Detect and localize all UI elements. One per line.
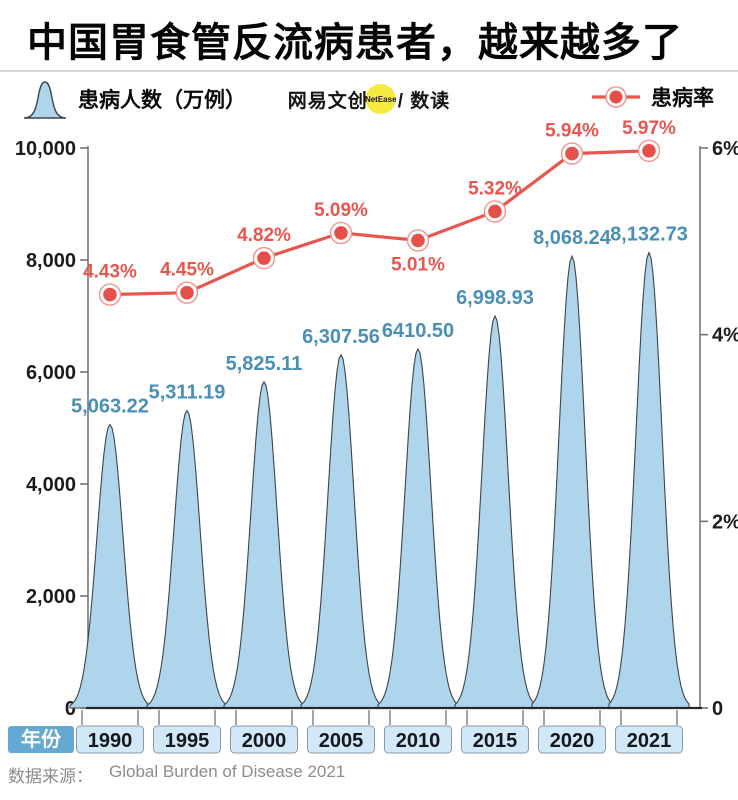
bell-area-2000 xyxy=(223,380,305,709)
left-axis-tick-label: 4,000 xyxy=(26,474,76,496)
source-label: 数据来源： xyxy=(8,767,93,786)
legend-patients: 患病人数（万例） xyxy=(22,78,246,120)
legend-rate: 患病率 xyxy=(590,82,714,112)
left-axis-tick-label: 10,000 xyxy=(15,138,76,160)
year-box-1995 xyxy=(153,725,221,754)
brand-logo: 网易文创 NetEase / 数读 xyxy=(288,84,451,114)
year-label-2015: 2015 xyxy=(473,730,518,752)
patients-legend-label: 患病人数（万例） xyxy=(78,89,246,112)
patients-value-label-1990: 5,063.22 xyxy=(71,395,149,417)
patients-value-label-2010: 6410.50 xyxy=(382,320,454,342)
year-label-1995: 1995 xyxy=(165,730,210,752)
netease-badge-icon: NetEase xyxy=(365,84,397,114)
bell-area-2021 xyxy=(608,251,690,709)
rate-point-2010 xyxy=(411,233,425,248)
rate-value-label-2000: 4.82% xyxy=(237,225,291,246)
rate-legend-label: 患病率 xyxy=(651,87,714,110)
patients-value-label-1995: 5,311.19 xyxy=(149,382,226,404)
year-label-2010: 2010 xyxy=(396,730,441,752)
rate-point-2020 xyxy=(565,146,579,161)
rate-value-label-2020: 5.94% xyxy=(545,121,599,142)
x-axis-title: 年份 xyxy=(21,727,62,751)
source-note: 数据来源： Global Burden of Disease 2021 xyxy=(8,762,345,787)
bell-area-2015 xyxy=(454,314,536,709)
rate-point-2000 xyxy=(257,251,271,265)
year-label-2020: 2020 xyxy=(550,730,595,752)
rate-value-label-2005: 5.09% xyxy=(314,200,368,221)
line-dot-icon xyxy=(592,86,640,108)
year-box-2021 xyxy=(615,725,683,754)
page-title: 中国胃食管反流病患者，越来越多了 xyxy=(27,21,683,65)
legend-row: 患病人数（万例） 网易文创 NetEase / 数读 患病率 xyxy=(0,78,738,124)
year-label-2021: 2021 xyxy=(627,730,672,752)
rate-point-1990 xyxy=(103,287,117,302)
source-value: Global Burden of Disease 2021 xyxy=(109,762,346,781)
left-axis-tick-label: 6,000 xyxy=(26,362,76,384)
patients-value-label-2015: 6,998.93 xyxy=(456,287,534,309)
channel-logo-text: / 数读 xyxy=(397,90,451,112)
rate-value-label-2015: 5.32% xyxy=(468,178,522,199)
right-axis-tick-label: 6% xyxy=(712,138,738,160)
left-axis-tick-label: 0 xyxy=(65,698,76,720)
year-label-2000: 2000 xyxy=(242,730,287,752)
bell-area-1995 xyxy=(146,409,228,709)
right-axis-tick-label: 0 xyxy=(712,698,723,720)
rate-point-2021 xyxy=(642,144,656,158)
year-box-2000 xyxy=(230,725,298,754)
rate-line xyxy=(109,149,650,297)
brand-logo-text: 网易文创 xyxy=(287,90,368,112)
rate-point-2005 xyxy=(334,226,348,240)
patients-value-label-2005: 6,307.56 xyxy=(302,326,380,348)
year-box-1990 xyxy=(76,725,144,754)
patients-value-label-2000: 5,825.11 xyxy=(226,353,303,375)
rate-point-1995 xyxy=(180,285,194,300)
year-box-2020 xyxy=(538,725,606,754)
left-axis-tick-label: 8,000 xyxy=(26,250,76,272)
x-axis-title-box xyxy=(8,726,74,753)
bell-area-2020 xyxy=(531,254,613,709)
rate-value-label-2010: 5.01% xyxy=(391,254,445,275)
year-box-2015 xyxy=(461,725,529,754)
right-axis-tick-label: 2% xyxy=(712,511,738,533)
bell-area-1990 xyxy=(69,423,151,709)
year-label-2005: 2005 xyxy=(319,730,364,752)
rate-value-label-1995: 4.45% xyxy=(160,260,214,281)
left-axis-tick-label: 2,000 xyxy=(26,586,76,608)
bell-area-2005 xyxy=(300,353,382,709)
patients-value-label-2021: 8,132.73 xyxy=(610,224,688,246)
title-divider xyxy=(0,70,738,72)
patients-value-label-2020: 8,068.24 xyxy=(533,227,612,249)
rate-value-label-1990: 4.43% xyxy=(83,262,137,283)
bell-curve-icon xyxy=(23,81,67,119)
year-label-1990: 1990 xyxy=(88,730,133,752)
bell-area-2010 xyxy=(377,347,459,709)
year-box-2010 xyxy=(384,725,452,754)
rate-value-label-2021: 5.97% xyxy=(622,118,676,139)
rate-point-2015 xyxy=(488,204,502,219)
year-box-2005 xyxy=(307,725,375,754)
right-axis-tick-label: 4% xyxy=(712,325,738,347)
